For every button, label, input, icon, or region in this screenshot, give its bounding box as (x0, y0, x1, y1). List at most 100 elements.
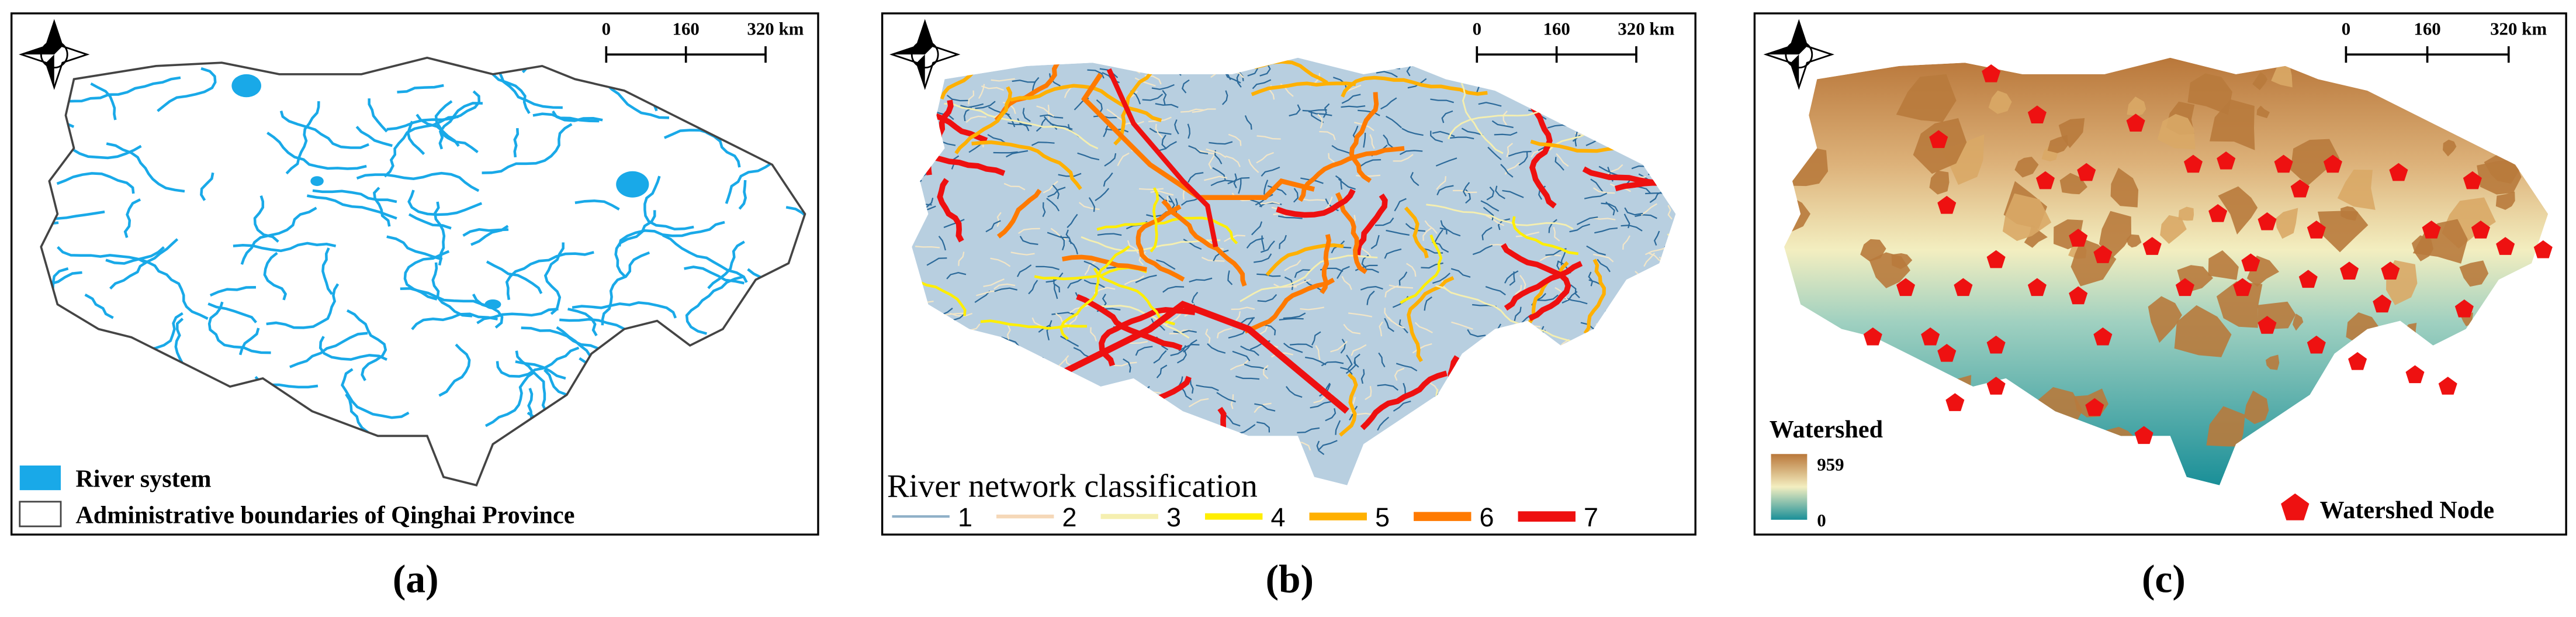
watershed-node (2085, 398, 2104, 416)
stream (1106, 108, 1124, 122)
stream (1619, 74, 1638, 86)
river (266, 283, 340, 329)
river (513, 127, 520, 158)
river (400, 287, 491, 308)
stream (975, 101, 996, 109)
stream (1643, 311, 1649, 326)
stream (1209, 141, 1233, 145)
stream (1490, 244, 1511, 250)
stream (1244, 363, 1268, 370)
stream (921, 439, 942, 449)
stream (981, 399, 987, 415)
stream (1518, 411, 1542, 416)
river (1339, 373, 1358, 437)
scale-label: 0 (602, 18, 611, 39)
stream (1041, 425, 1060, 436)
river (496, 346, 580, 378)
stream (957, 371, 970, 385)
panel-frame (1753, 12, 2567, 536)
stream (1267, 185, 1287, 196)
legend-label: 6 (1480, 502, 1494, 532)
river (572, 301, 677, 319)
stream (1197, 60, 1214, 73)
stream (1626, 57, 1643, 68)
stream (1554, 157, 1564, 171)
river (643, 175, 694, 230)
sub-watershed (2337, 169, 2376, 210)
stream (1187, 123, 1191, 139)
scale-label: 160 (1543, 18, 1570, 39)
stream (912, 180, 922, 194)
stream (1188, 398, 1209, 408)
stream (1659, 256, 1676, 268)
stream (1386, 229, 1410, 236)
stream (1094, 439, 1110, 452)
stream (1156, 259, 1176, 270)
sub-watershed (2216, 281, 2263, 328)
stream (1123, 358, 1131, 373)
stream (958, 420, 965, 436)
stream (1507, 423, 1531, 429)
legend-label: 0 (1817, 510, 1826, 530)
stream (1053, 278, 1061, 293)
stream (1648, 168, 1671, 175)
watershed-node (2035, 171, 2055, 189)
river (383, 115, 459, 178)
stream (1528, 351, 1545, 364)
river (543, 368, 607, 419)
stream (1598, 322, 1609, 337)
stream (1396, 363, 1418, 372)
stream (1378, 352, 1386, 368)
stream (1653, 230, 1660, 246)
stream (1384, 308, 1393, 322)
stream (1393, 154, 1414, 162)
stream (1628, 132, 1643, 147)
panel-frame (881, 12, 1696, 536)
stream (1254, 253, 1272, 263)
sub-watershed (2495, 191, 2515, 210)
stream (1263, 180, 1269, 195)
stream (1539, 254, 1561, 261)
map-area (1784, 57, 2549, 485)
watershed-node (2463, 171, 2482, 189)
stream (960, 103, 984, 108)
stream (961, 399, 972, 414)
stream (1432, 273, 1450, 284)
legend-label: Administrative boundaries of Qinghai Pro… (75, 501, 574, 529)
stream (1500, 164, 1514, 178)
stream (1341, 105, 1366, 108)
watershed-node (1954, 278, 1973, 297)
stream (1449, 372, 1471, 377)
stream (1256, 151, 1274, 164)
stream (1649, 190, 1665, 204)
sub-watershed (2443, 139, 2457, 157)
stream (1522, 361, 1531, 375)
stream (1635, 214, 1657, 219)
watershed-node (2381, 261, 2400, 280)
river (1577, 101, 1676, 147)
stream (1591, 217, 1616, 220)
stream (1376, 71, 1398, 78)
stream (1460, 78, 1483, 84)
river (1407, 276, 1455, 363)
river (618, 220, 725, 247)
stream (1031, 77, 1040, 92)
stream (954, 337, 978, 342)
river (552, 110, 603, 122)
river (431, 262, 473, 318)
stream (1483, 206, 1494, 220)
stream (1582, 335, 1597, 348)
sub-watershed (2271, 61, 2293, 88)
stream (1261, 235, 1265, 250)
legend-label: 3 (1166, 502, 1181, 532)
river (546, 413, 600, 441)
stream (1601, 202, 1619, 212)
sub-watershed (2412, 219, 2468, 264)
stream (926, 257, 947, 266)
river (650, 374, 725, 395)
stream (1647, 440, 1652, 456)
watershed-node (2134, 426, 2153, 444)
watershed-node (2258, 212, 2277, 230)
stream (1570, 284, 1580, 299)
river (681, 353, 725, 419)
